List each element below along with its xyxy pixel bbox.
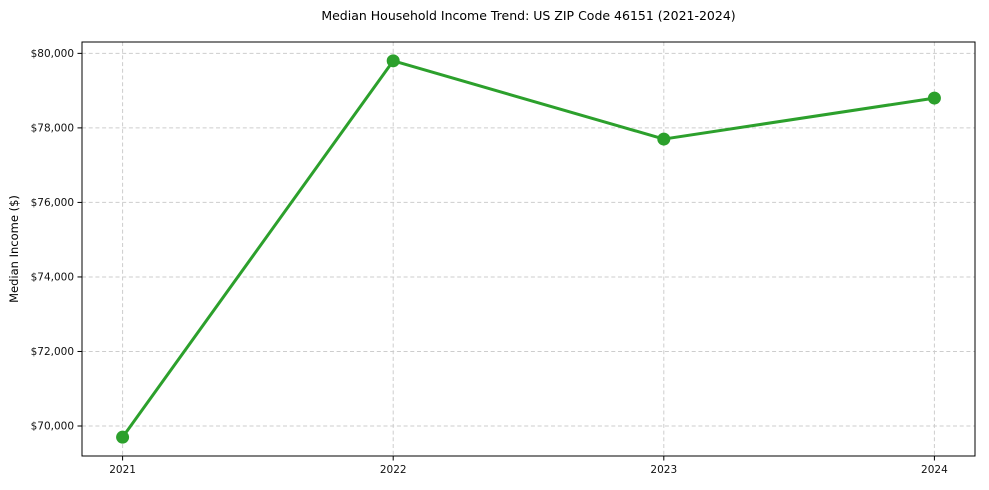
x-tick-label: 2024	[921, 464, 948, 476]
y-tick-label: $70,000	[31, 421, 74, 433]
data-point	[927, 91, 941, 105]
y-tick-label: $80,000	[31, 48, 74, 60]
chart-title: Median Household Income Trend: US ZIP Co…	[321, 8, 736, 23]
x-tick-label: 2021	[109, 464, 136, 476]
y-tick-label: $78,000	[31, 122, 74, 134]
y-tick-label: $72,000	[31, 346, 74, 358]
data-point	[116, 430, 130, 444]
y-tick-label: $76,000	[31, 197, 74, 209]
x-tick-label: 2023	[650, 464, 677, 476]
data-point	[386, 54, 400, 68]
trend-line	[121, 59, 936, 439]
plot-frame	[81, 41, 976, 457]
y-tick-label: $74,000	[31, 271, 74, 283]
x-tick-label: 2022	[380, 464, 407, 476]
data-point	[657, 132, 671, 146]
